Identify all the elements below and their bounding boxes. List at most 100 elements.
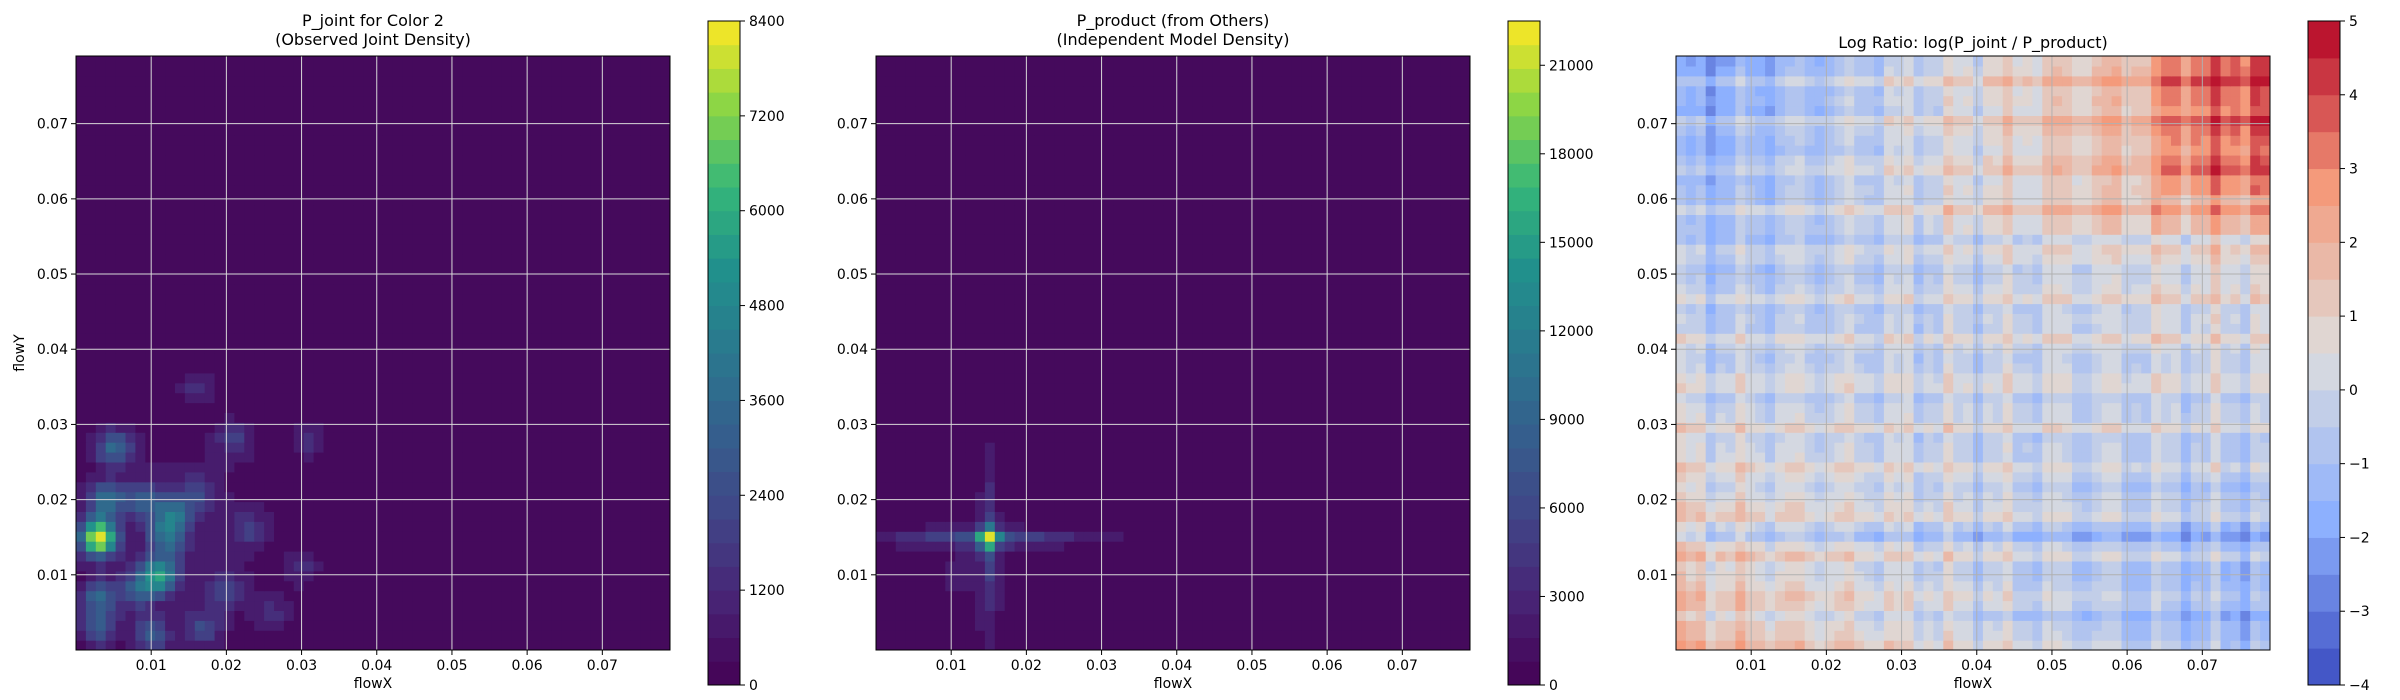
heatmap-cell bbox=[204, 392, 216, 404]
heatmap-cell bbox=[254, 125, 265, 136]
heatmap-cell bbox=[610, 392, 622, 404]
heatmap-cell bbox=[105, 362, 117, 374]
heatmap-cell bbox=[105, 214, 117, 225]
heatmap-cell bbox=[264, 323, 275, 334]
heatmap-cell bbox=[955, 551, 966, 562]
heatmap-cell bbox=[333, 145, 344, 156]
heatmap-cell bbox=[481, 313, 493, 324]
heatmap-cell bbox=[600, 442, 612, 453]
heatmap-cell bbox=[620, 244, 631, 255]
heatmap-cell bbox=[610, 65, 622, 77]
heatmap-cell bbox=[244, 362, 255, 374]
heatmap-cell bbox=[274, 531, 285, 542]
heatmap-cell bbox=[432, 362, 443, 374]
heatmap-cell bbox=[155, 194, 166, 206]
heatmap-cell bbox=[1074, 461, 1085, 473]
heatmap-cell bbox=[452, 541, 463, 552]
heatmap-cell bbox=[1252, 560, 1263, 572]
heatmap-cell bbox=[1460, 610, 1470, 621]
heatmap-cell bbox=[85, 95, 97, 107]
heatmap-cell bbox=[412, 293, 424, 305]
heatmap-cell bbox=[600, 244, 612, 255]
heatmap-cell bbox=[580, 630, 592, 641]
heatmap-cell bbox=[244, 422, 255, 433]
heatmap-cell bbox=[1351, 461, 1362, 473]
heatmap-cell bbox=[283, 75, 295, 87]
heatmap-cell bbox=[373, 184, 384, 196]
heatmap-cell bbox=[105, 531, 117, 542]
heatmap-cell bbox=[402, 392, 414, 404]
heatmap-cell bbox=[244, 65, 255, 77]
heatmap-cell bbox=[442, 184, 453, 196]
heatmap-cell bbox=[95, 442, 107, 453]
heatmap-cell bbox=[115, 214, 127, 225]
heatmap-cell bbox=[194, 343, 206, 354]
heatmap-cell bbox=[1212, 630, 1224, 641]
heatmap-cell bbox=[1301, 560, 1313, 572]
heatmap-cell bbox=[373, 541, 384, 552]
heatmap-cell bbox=[571, 85, 582, 97]
heatmap-cell bbox=[234, 541, 245, 552]
heatmap-cell bbox=[382, 184, 394, 196]
heatmap-cell bbox=[600, 382, 612, 394]
heatmap-cell bbox=[965, 610, 976, 621]
heatmap-cell bbox=[610, 343, 622, 354]
heatmap-cell bbox=[650, 194, 661, 206]
heatmap-cell bbox=[373, 164, 384, 176]
heatmap-cell bbox=[1054, 481, 1065, 493]
heatmap-cell bbox=[353, 640, 364, 650]
heatmap-cell bbox=[145, 95, 156, 107]
heatmap-cell bbox=[650, 471, 661, 483]
heatmap-cell bbox=[462, 65, 473, 77]
heatmap-cell bbox=[975, 560, 986, 572]
heatmap-cell bbox=[412, 620, 424, 631]
heatmap-cell bbox=[155, 343, 166, 354]
heatmap-cell bbox=[895, 600, 907, 611]
heatmap-cell bbox=[1034, 491, 1045, 503]
heatmap-cell bbox=[945, 620, 956, 631]
heatmap-cell bbox=[531, 244, 542, 255]
heatmap-cell bbox=[1262, 531, 1273, 542]
heatmap-cell bbox=[472, 402, 483, 413]
heatmap-cell bbox=[1272, 452, 1283, 463]
heatmap-cell bbox=[274, 362, 285, 374]
heatmap-cell bbox=[630, 313, 641, 324]
heatmap-cell bbox=[442, 65, 453, 77]
heatmap-cell bbox=[254, 461, 265, 473]
heatmap-cell bbox=[541, 194, 552, 206]
heatmap-cell bbox=[175, 283, 186, 295]
heatmap-cell bbox=[125, 511, 136, 522]
heatmap-cell bbox=[363, 580, 374, 592]
heatmap-cell bbox=[1212, 531, 1224, 542]
heatmap-cell bbox=[640, 293, 651, 305]
heatmap-cell bbox=[541, 85, 552, 97]
heatmap-cell bbox=[323, 273, 334, 285]
colorbar-band bbox=[708, 661, 740, 686]
heatmap-cell bbox=[184, 125, 196, 136]
heatmap-cell bbox=[264, 531, 275, 542]
heatmap-cell bbox=[214, 640, 226, 650]
heatmap-cell bbox=[610, 164, 622, 176]
heatmap-cell bbox=[234, 65, 245, 77]
heatmap-cell bbox=[1440, 531, 1451, 542]
heatmap-cell bbox=[214, 570, 226, 582]
heatmap-cell bbox=[442, 551, 453, 562]
heatmap-cell bbox=[994, 452, 1006, 463]
heatmap-cell bbox=[1173, 511, 1184, 522]
heatmap-cell bbox=[975, 600, 986, 611]
heatmap-cell bbox=[373, 224, 384, 235]
heatmap-cell bbox=[323, 620, 334, 631]
heatmap-cell bbox=[234, 600, 245, 611]
heatmap-cell bbox=[76, 570, 87, 582]
heatmap-cell bbox=[303, 293, 315, 305]
heatmap-cell bbox=[115, 85, 127, 97]
heatmap-cell bbox=[531, 461, 542, 473]
heatmap-cell bbox=[125, 471, 136, 483]
heatmap-cell bbox=[600, 560, 612, 572]
heatmap-cell bbox=[650, 442, 661, 453]
heatmap-cell bbox=[1192, 442, 1204, 453]
heatmap-cell bbox=[472, 501, 483, 512]
heatmap-cell bbox=[165, 263, 176, 275]
heatmap-cell bbox=[303, 105, 315, 116]
heatmap-cell bbox=[1133, 590, 1144, 602]
